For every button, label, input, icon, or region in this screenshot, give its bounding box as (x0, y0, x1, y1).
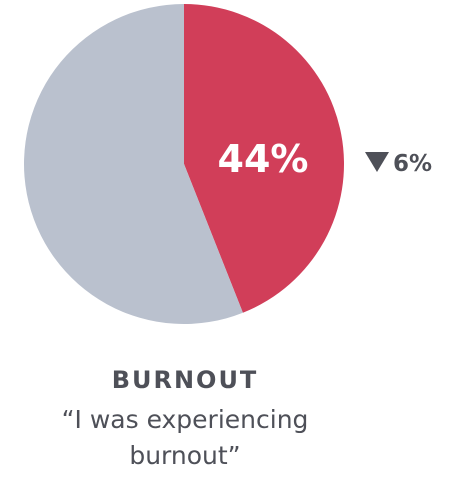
slice-value-label: 44% (218, 137, 309, 181)
pie-slice-0 (184, 4, 345, 313)
pie-slices (24, 4, 345, 324)
subtitle-line-2: burnout” (129, 441, 241, 470)
chart-title: BURNOUT (111, 366, 259, 394)
chart-subtitle: “I was experiencing burnout” (0, 402, 370, 474)
change-value: 6% (393, 151, 432, 177)
pie-slice-1 (24, 4, 243, 324)
down-triangle-icon (365, 152, 389, 172)
subtitle-line-1: “I was experiencing (61, 405, 309, 434)
